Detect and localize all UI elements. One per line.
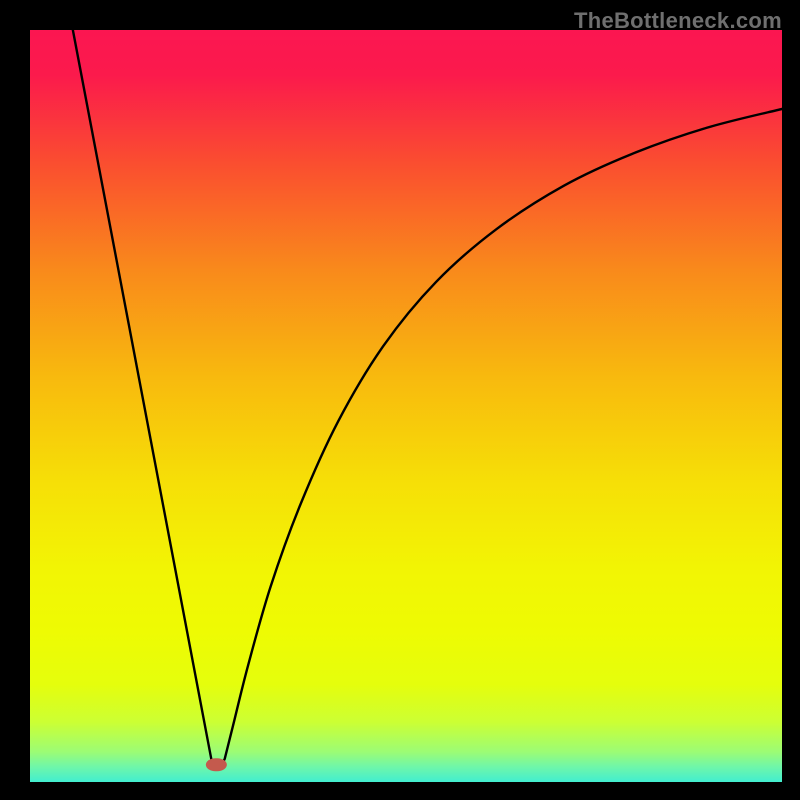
plot-area xyxy=(30,30,782,782)
bottleneck-curve xyxy=(30,30,782,782)
curve-path xyxy=(73,30,782,764)
minimum-marker xyxy=(206,758,226,772)
watermark-text: TheBottleneck.com xyxy=(574,8,782,34)
